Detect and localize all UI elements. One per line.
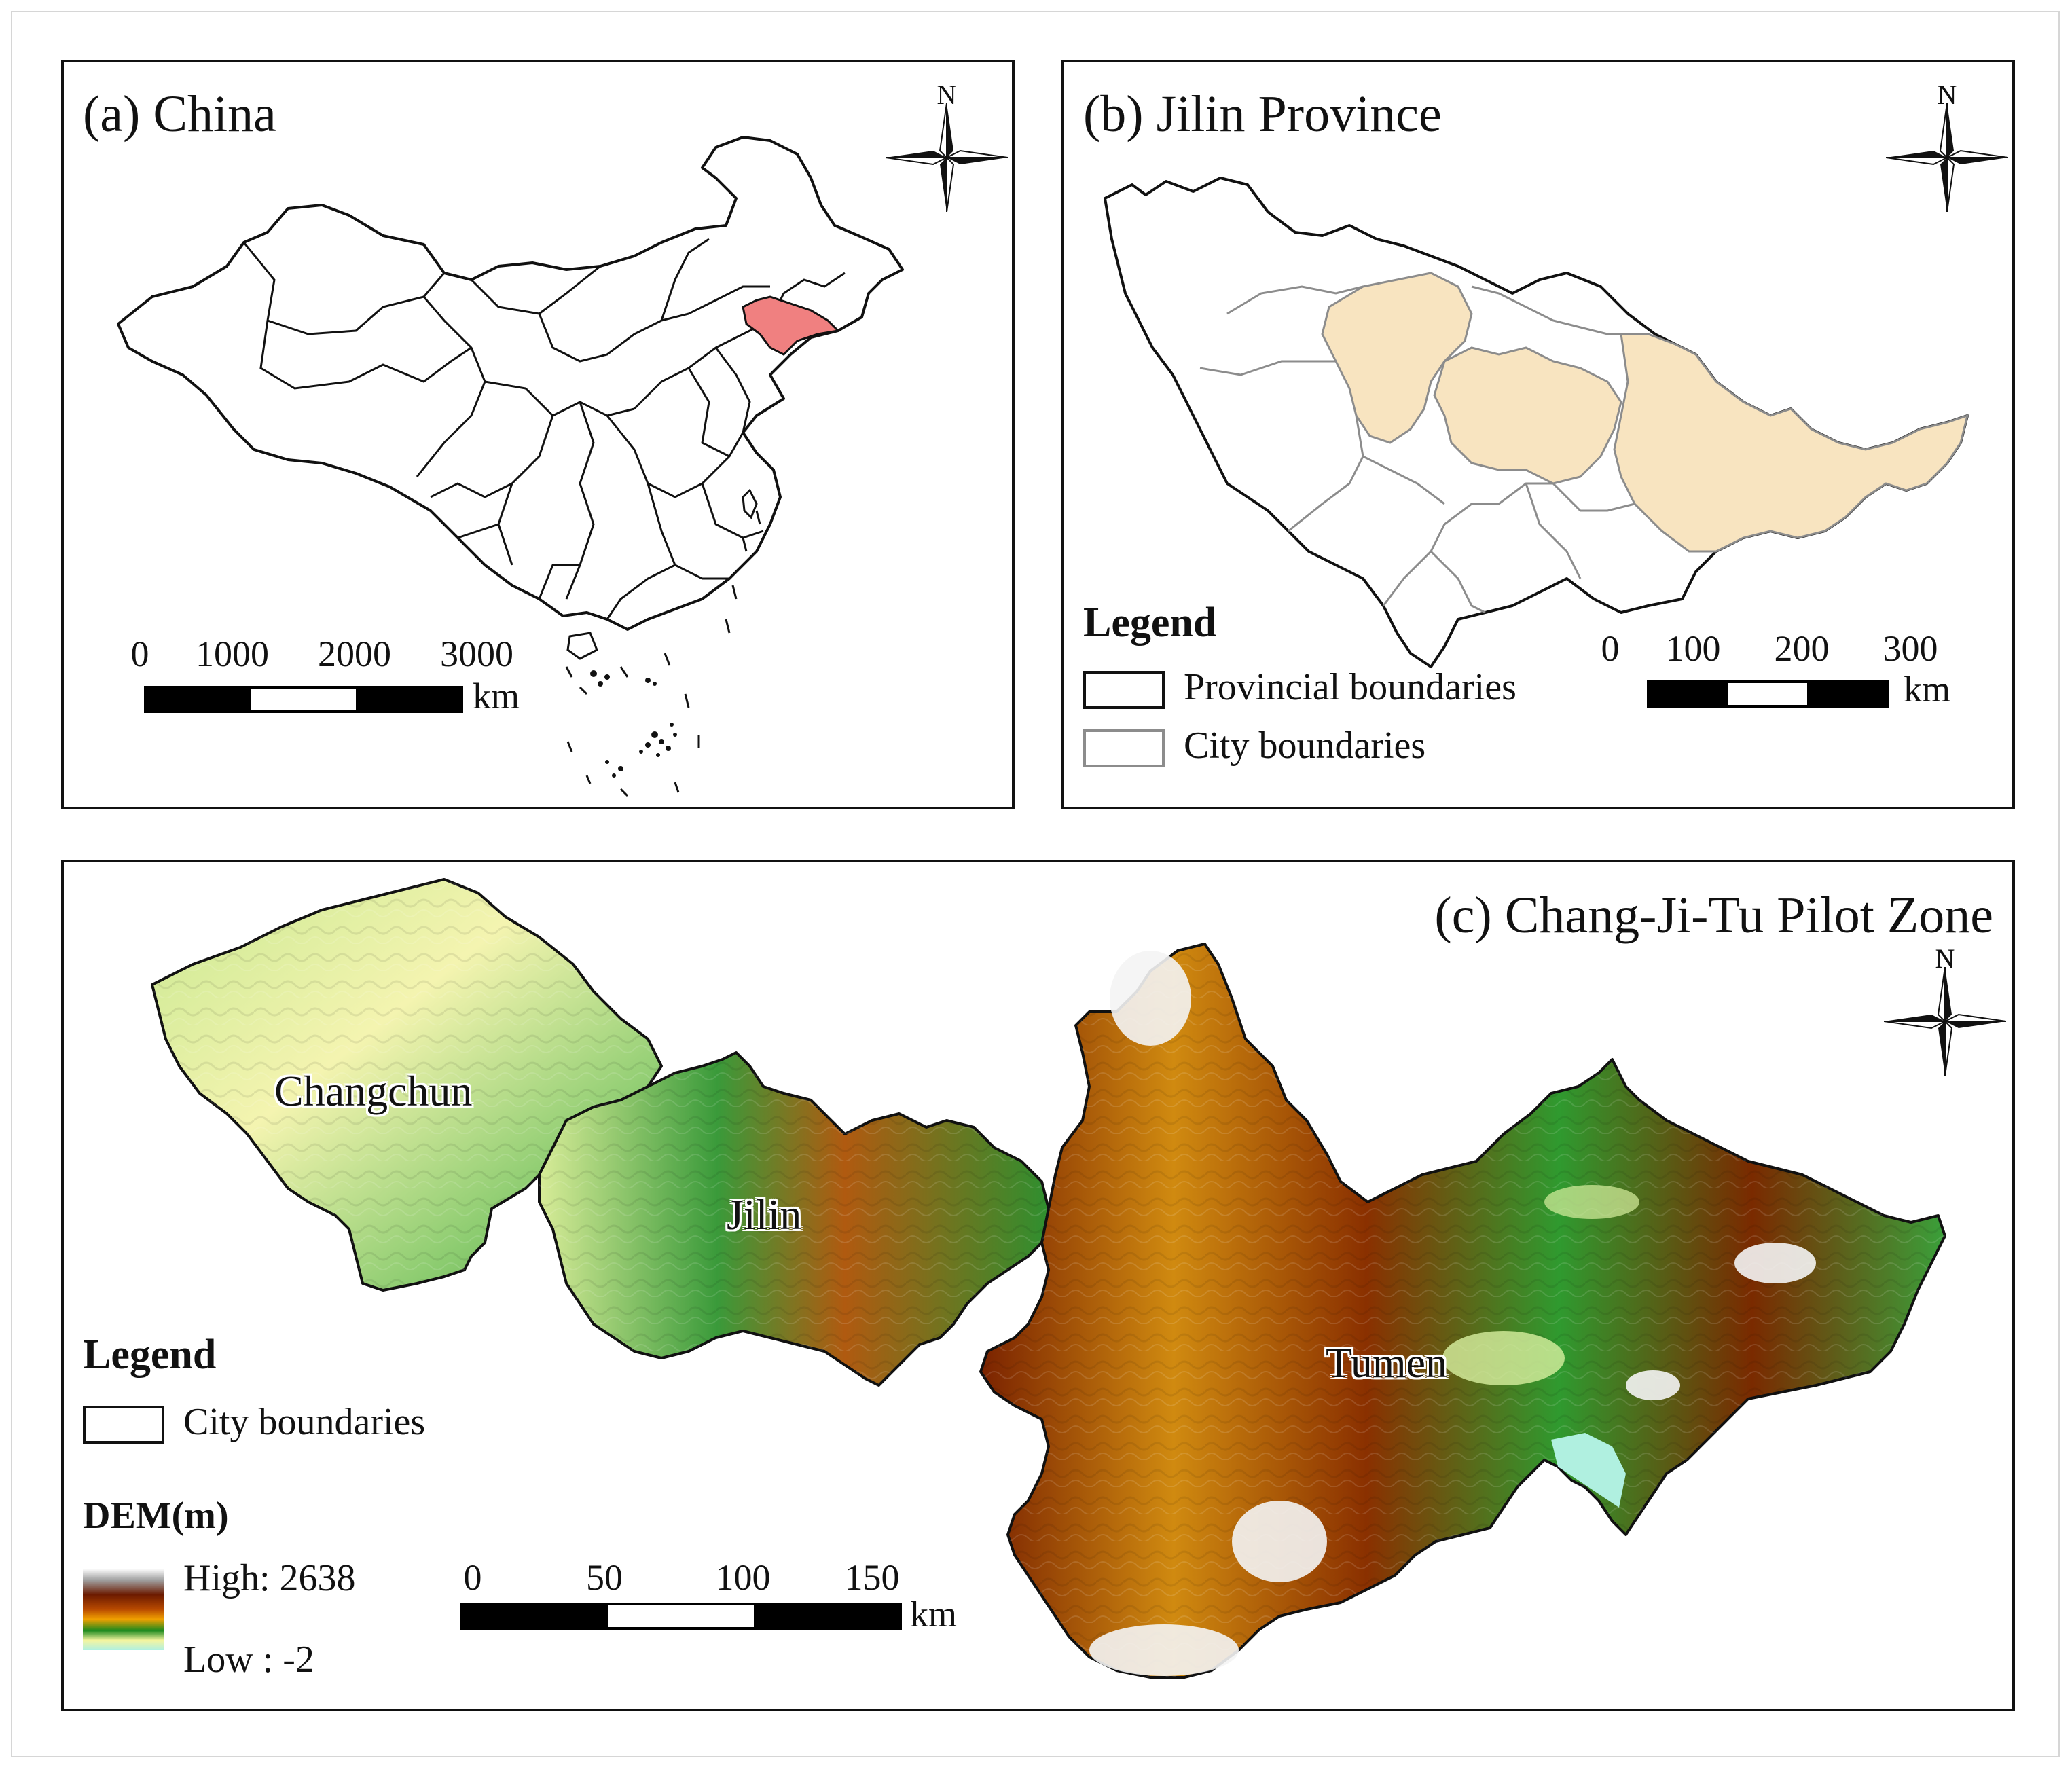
scale-bar	[144, 686, 463, 713]
label-jilin: Jilin	[727, 1190, 802, 1239]
panel-title: (a) China	[83, 86, 276, 143]
panel-title: (b) Jilin Province	[1083, 86, 1442, 143]
scale-tick: 100	[715, 1557, 771, 1598]
compass-icon	[886, 103, 1008, 212]
scale-tick: 50	[586, 1557, 623, 1598]
region-changchun	[151, 878, 663, 1292]
islands	[590, 670, 677, 778]
scale-tick: 1000	[196, 634, 269, 674]
north-arrow: N	[886, 79, 1008, 215]
scale-tick: 2000	[318, 634, 391, 674]
legend-title: Legend	[1083, 600, 1217, 646]
dem-map	[151, 878, 1946, 1679]
compass-icon	[1886, 103, 2008, 212]
legend-title: Legend	[83, 1332, 217, 1378]
legend-label-city: City boundaries	[183, 1401, 426, 1443]
region-tumen	[979, 943, 1946, 1679]
panel-jilin-province: (b) Jilin Province N Legend Provi	[1061, 60, 2015, 809]
compass-icon	[1884, 967, 2006, 1076]
scale-unit: km	[473, 676, 520, 716]
dem-color-ramp	[83, 1569, 164, 1650]
scale-tick: 0	[130, 634, 149, 674]
dem-low-label: Low : -2	[183, 1639, 314, 1681]
legend-swatch-city	[83, 1406, 164, 1444]
north-arrow: N	[1884, 943, 2006, 1078]
north-arrow: N	[1886, 79, 2008, 215]
city-tumen	[1613, 333, 1969, 553]
panel-title: (c) Chang-Ji-Tu Pilot Zone	[1434, 887, 1993, 944]
south-china-sea-dashes	[565, 510, 761, 797]
dem-high-label: High: 2638	[183, 1557, 356, 1599]
scale-tick: 150	[844, 1557, 900, 1598]
region-jilin	[538, 1051, 1050, 1387]
jilin-highlight	[742, 295, 841, 356]
city-jilin	[1433, 346, 1622, 485]
scale-unit: km	[1904, 669, 1951, 710]
legend-swatch-provincial	[1083, 671, 1165, 709]
label-tumen: Tumen	[1326, 1338, 1448, 1387]
panel-chang-ji-tu: (c) Chang-Ji-Tu Pilot Zone	[61, 860, 2015, 1711]
legend-label-provincial: Provincial boundaries	[1184, 666, 1516, 708]
china-outline	[117, 136, 904, 631]
city-changchun	[1321, 272, 1473, 444]
figure-frame	[11, 11, 2060, 1757]
scale-unit: km	[910, 1594, 958, 1635]
panel-china: (a) China	[61, 60, 1015, 809]
scale-tick: 0	[463, 1557, 482, 1598]
legend-label-city: City boundaries	[1184, 725, 1426, 767]
dem-title: DEM(m)	[83, 1495, 229, 1537]
scale-tick: 3000	[440, 634, 513, 674]
dem-peaks	[1089, 951, 1816, 1676]
china-map	[117, 136, 904, 797]
scale-bar	[1647, 680, 1889, 708]
scale-tick: 300	[1883, 628, 1938, 669]
jilin-province-map	[1104, 177, 1969, 668]
label-changchun: Changchun	[274, 1067, 473, 1115]
dem-lowlands	[1442, 1185, 1639, 1508]
legend-swatch-city	[1083, 729, 1165, 767]
scale-tick: 100	[1665, 628, 1721, 669]
scale-tick: 200	[1774, 628, 1830, 669]
city-boundaries	[1199, 285, 1635, 614]
scale-bar	[460, 1603, 902, 1630]
scale-tick: 0	[1601, 628, 1620, 669]
